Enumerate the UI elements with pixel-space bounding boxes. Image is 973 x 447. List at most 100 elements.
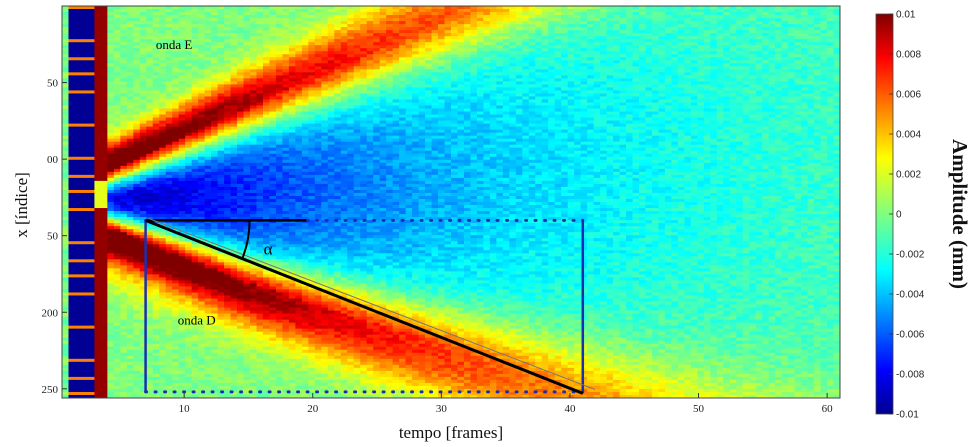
heatmap-cell — [159, 108, 167, 113]
heatmap-cell — [250, 364, 258, 369]
heatmap-cell — [191, 346, 199, 351]
heatmap-cell — [172, 334, 180, 339]
heatmap-cell — [217, 129, 225, 134]
heatmap-cell — [217, 93, 225, 98]
heatmap-cell — [224, 352, 232, 357]
heatmap-cell — [224, 271, 232, 275]
heatmap-cell — [81, 265, 89, 269]
heatmap-cell — [152, 277, 160, 282]
heatmap-cell — [81, 214, 89, 218]
heatmap-cell — [224, 304, 232, 309]
heatmap-cell — [107, 331, 115, 336]
heatmap-cell — [282, 45, 290, 49]
heatmap-cell — [211, 319, 219, 324]
heatmap-cell — [250, 286, 258, 291]
heatmap-cell — [288, 159, 296, 164]
heatmap-cell — [113, 147, 121, 152]
heatmap-cell — [230, 36, 238, 40]
heatmap-cell — [269, 66, 277, 70]
heatmap-cell — [152, 340, 160, 345]
heatmap-cell — [211, 6, 219, 10]
heatmap-cell — [62, 319, 70, 324]
heatmap-cell — [191, 304, 199, 309]
heatmap-cell — [152, 220, 160, 224]
heatmap-cell — [191, 241, 199, 245]
heatmap-cell — [275, 316, 284, 321]
heatmap-cell — [308, 105, 316, 110]
heatmap-cell — [62, 90, 70, 95]
heatmap-cell — [74, 214, 83, 218]
heatmap-cell — [146, 211, 154, 215]
heatmap-cell — [288, 102, 296, 107]
heatmap-cell — [152, 33, 160, 37]
heatmap-cell — [120, 358, 128, 363]
heatmap-cell — [152, 274, 160, 278]
heatmap-cell — [185, 370, 193, 375]
heatmap-cell — [81, 394, 89, 398]
heatmap-cell — [217, 361, 225, 366]
heatmap-cell — [107, 21, 115, 25]
heatmap-cell — [62, 54, 70, 58]
heatmap-cell — [224, 376, 232, 381]
heatmap-cell — [81, 364, 89, 369]
heatmap-cell — [211, 355, 219, 360]
heatmap-cell — [165, 274, 173, 278]
heatmap-cell — [133, 180, 141, 185]
heatmap-cell — [224, 334, 232, 339]
heatmap-cell — [165, 223, 173, 227]
heatmap-cell — [165, 256, 173, 260]
heatmap-cell — [74, 12, 83, 16]
heatmap-cell — [165, 159, 173, 164]
heatmap-cell — [62, 292, 70, 297]
heatmap-cell — [288, 313, 296, 318]
heatmap-cell — [159, 159, 167, 164]
heatmap-cell — [217, 301, 225, 306]
heatmap-cell — [68, 367, 76, 372]
heatmap-cell — [269, 205, 277, 209]
heatmap-cell — [139, 241, 147, 245]
heatmap-cell — [87, 102, 96, 107]
heatmap-cell — [62, 156, 70, 161]
heatmap-cell — [230, 328, 238, 333]
heatmap-cell — [275, 42, 284, 46]
heatmap-cell — [230, 78, 238, 82]
heatmap-cell — [262, 211, 271, 215]
heatmap-cell — [100, 84, 108, 89]
heatmap-cell — [81, 93, 89, 98]
heatmap-cell — [198, 90, 206, 95]
heatmap-cell — [100, 271, 108, 275]
heatmap-cell — [107, 358, 115, 363]
heatmap-cell — [159, 382, 167, 387]
heatmap-cell — [204, 63, 212, 67]
heatmap-cell — [269, 388, 277, 393]
heatmap-cell — [126, 96, 134, 101]
heatmap-cell — [172, 277, 180, 282]
heatmap-cell — [230, 114, 238, 119]
heatmap-cell — [139, 57, 147, 61]
heatmap-cell — [301, 247, 309, 251]
heatmap-cell — [159, 54, 167, 58]
heatmap-cell — [94, 349, 102, 354]
heatmap-cell — [120, 208, 128, 212]
heatmap-cell — [230, 214, 238, 218]
heatmap-cell — [100, 241, 108, 245]
heatmap-cell — [288, 75, 296, 79]
heatmap-cell — [211, 114, 219, 119]
heatmap-cell — [256, 202, 264, 206]
heatmap-cell — [282, 253, 290, 257]
heatmap-cell — [243, 126, 251, 131]
heatmap-cell — [288, 81, 296, 86]
heatmap-cell — [178, 147, 186, 152]
heatmap-cell — [282, 42, 290, 46]
heatmap-cell — [178, 277, 186, 282]
heatmap-cell — [152, 283, 160, 288]
heatmap-cell — [87, 226, 96, 230]
heatmap-cell — [243, 60, 251, 64]
heatmap-cell — [230, 192, 238, 197]
heatmap-cell — [269, 99, 277, 104]
heatmap-cell — [68, 379, 76, 384]
heatmap-cell — [250, 72, 258, 76]
heatmap-cell — [185, 102, 193, 107]
heatmap-cell — [133, 159, 141, 164]
heatmap-cell — [146, 174, 154, 179]
